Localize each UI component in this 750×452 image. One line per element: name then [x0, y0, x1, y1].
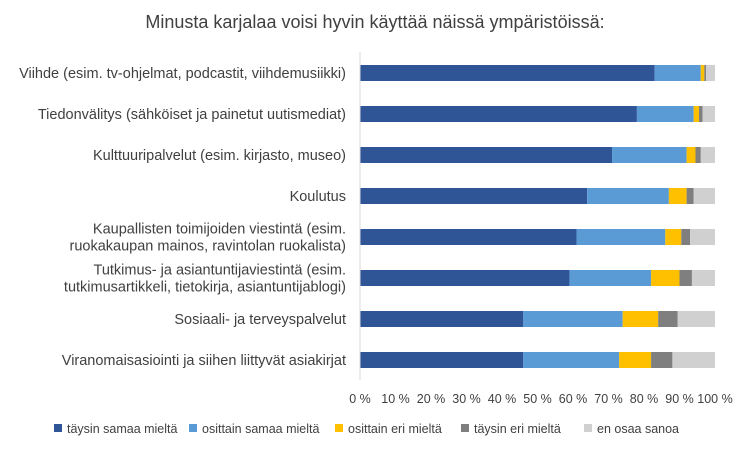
bar-segment [619, 352, 652, 368]
bar-segment [699, 106, 703, 122]
x-tick-label: 70 % [594, 392, 623, 406]
bar-segment [360, 270, 570, 286]
x-tick-label: 50 % [523, 392, 552, 406]
x-tick-label: 80 % [630, 392, 659, 406]
legend-swatch [54, 424, 62, 432]
bar-segment [690, 229, 715, 245]
category-label-line: Tutkimus- ja asiantuntijaviestintä (esim… [94, 263, 347, 279]
bar-segment [651, 352, 673, 368]
bar-segment [665, 229, 682, 245]
category-label: Tiedonvälitys (sähköiset ja painetut uut… [38, 107, 346, 123]
x-tick-label: 20 % [417, 392, 446, 406]
bar-segment [360, 352, 524, 368]
bar-segment [587, 188, 669, 204]
category-label-line: ruokakaupan mainos, ravintolan ruokalist… [70, 239, 346, 255]
bar-segment [668, 188, 687, 204]
legend-swatch [461, 424, 469, 432]
bars [360, 65, 716, 368]
category-label-line: Koulutus [290, 189, 346, 205]
category-label: Viihde (esim. tv-ohjelmat, podcastit, vi… [19, 66, 346, 82]
legend-label: osittain samaa mieltä [202, 422, 319, 436]
x-tick-label: 60 % [559, 392, 588, 406]
bar-segment [677, 311, 715, 327]
bar-segment [360, 147, 613, 163]
category-label-line: Viranomaisasiointi ja siihen liittyvät a… [62, 353, 346, 369]
bar-segment [686, 147, 696, 163]
bar-segment [693, 188, 715, 204]
legend-label: osittain eri mieltä [348, 422, 442, 436]
bar-segment [691, 270, 715, 286]
chart-title: Minusta karjalaa voisi hyvin käyttää näi… [145, 12, 604, 32]
bar-segment [360, 188, 588, 204]
category-label: Kaupallisten toimijoiden viestintä (esim… [70, 222, 346, 255]
bar-segment [360, 106, 637, 122]
x-tick-label: 10 % [381, 392, 410, 406]
bar-segment [672, 352, 715, 368]
bar-segment [569, 270, 652, 286]
bar-segment [704, 65, 707, 81]
bar-segment [706, 65, 716, 81]
legend-item: täysin samaa mieltä [54, 422, 178, 436]
x-tick-label: 90 % [665, 392, 694, 406]
bar-segment [651, 270, 680, 286]
bar-segment [681, 229, 691, 245]
legend-label: täysin eri mieltä [474, 422, 561, 436]
bar-segment [679, 270, 692, 286]
category-label: Tutkimus- ja asiantuntijaviestintä (esim… [64, 263, 346, 296]
legend-label: täysin samaa mieltä [67, 422, 178, 436]
x-tick-label: 0 % [349, 392, 371, 406]
x-axis-ticks: 0 % 10 % 20 % 30 % 40 % 50 % 60 % 70 % 80 % 90 % 1… [349, 392, 733, 406]
legend-label: en osaa sanoa [597, 422, 679, 436]
category-label: Koulutus [290, 189, 346, 205]
bar-segment [636, 106, 694, 122]
legend-item: osittain eri mieltä [335, 422, 442, 436]
bar-segment [658, 311, 678, 327]
legend-item: en osaa sanoa [584, 422, 679, 436]
bar-segment [654, 65, 701, 81]
bar-segment [612, 147, 687, 163]
bar-segment [693, 106, 700, 122]
category-label-line: Kulttuuripalvelut (esim. kirjasto, museo… [93, 148, 346, 164]
category-label-line: Kaupallisten toimijoiden viestintä (esim… [93, 222, 346, 238]
bar-segment [360, 311, 524, 327]
legend-swatch [189, 424, 197, 432]
legend-item: täysin eri mieltä [461, 422, 561, 436]
category-labels: Viihde (esim. tv-ohjelmat, podcastit, vi… [19, 66, 346, 369]
category-label-line: tutkimusartikkeli, tietokirja, asiantunt… [64, 280, 346, 296]
bar-segment [622, 311, 659, 327]
category-label: Sosiaali- ja terveyspalvelut [174, 312, 346, 328]
x-tick-label: 40 % [488, 392, 517, 406]
bar-segment [695, 147, 701, 163]
bar-segment [686, 188, 694, 204]
category-label: Kulttuuripalvelut (esim. kirjasto, museo… [93, 148, 346, 164]
bar-segment [523, 311, 623, 327]
bar-segment [700, 147, 715, 163]
bar-segment [360, 65, 655, 81]
bar-segment [576, 229, 666, 245]
bar-segment [523, 352, 620, 368]
category-label-line: Viihde (esim. tv-ohjelmat, podcastit, vi… [19, 66, 346, 82]
x-tick-label: 100 % [697, 392, 732, 406]
category-label-line: Sosiaali- ja terveyspalvelut [174, 312, 346, 328]
legend-item: osittain samaa mieltä [189, 422, 319, 436]
x-tick-label: 30 % [452, 392, 481, 406]
category-label-line: Tiedonvälitys (sähköiset ja painetut uut… [38, 107, 346, 123]
category-label: Viranomaisasiointi ja siihen liittyvät a… [62, 353, 346, 369]
bar-segment [700, 65, 705, 81]
bar-segment [360, 229, 577, 245]
legend-swatch [584, 424, 592, 432]
bar-segment [702, 106, 716, 122]
legend-swatch [335, 424, 343, 432]
legend: täysin samaa mieltä osittain samaa mieltä… [54, 422, 679, 436]
